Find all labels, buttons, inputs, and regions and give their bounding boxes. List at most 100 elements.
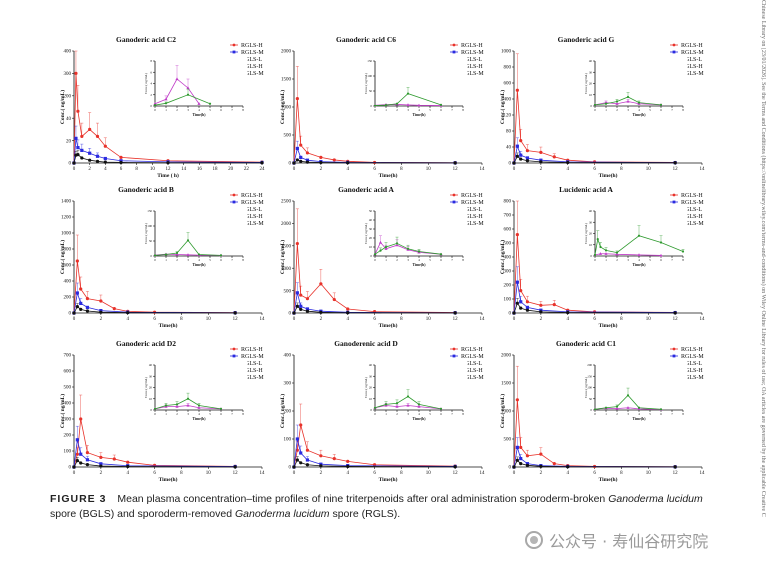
marker-rgls-l <box>79 461 83 465</box>
x-tick-label: 12 <box>453 317 459 322</box>
marker-rgls-l <box>292 465 296 469</box>
marker-rgls-h <box>452 347 456 351</box>
marker-rgls-h <box>88 127 92 131</box>
marker-bgls-m <box>373 406 377 409</box>
x-tick-label: 14 <box>700 167 706 172</box>
marker-rgls-m <box>99 462 103 466</box>
marker-rgls-l <box>305 463 310 467</box>
x-tick-label: 20 <box>228 167 234 172</box>
inset-y-label: Conc.( ng/mL) <box>364 72 368 94</box>
inset-series-line <box>374 396 442 410</box>
marker-rgls-l <box>346 464 350 469</box>
inset-x-tick-label: 1 <box>385 258 387 262</box>
x-tick-label: 8 <box>135 167 138 172</box>
marker-rgls-m <box>232 50 236 54</box>
inset-x-label: Time(h) <box>632 263 646 267</box>
marker-bgls-m <box>406 247 410 250</box>
x-tick-label: 0 <box>513 167 516 172</box>
x-tick-label: 2 <box>320 471 323 476</box>
x-tick-label: 4 <box>566 317 569 322</box>
inset-x-tick-label: 0 <box>594 108 596 112</box>
marker-rgls-m <box>79 301 83 305</box>
inset-y-tick-label: 50 <box>369 209 373 213</box>
inset-x-tick-label: 5 <box>209 108 211 112</box>
inset-x-tick-label: 1 <box>605 258 607 262</box>
y-tick-label: 2500 <box>281 200 292 205</box>
chart-panel: Ganoderic acid D2 Conc.( ng/mL) Time(h) 0 2 4… <box>59 339 265 483</box>
inset-series-line <box>594 96 662 106</box>
x-tick-label: 18 <box>213 167 219 172</box>
inset-y-tick-label: 50 <box>369 89 373 93</box>
x-tick-label: 12 <box>673 167 679 172</box>
inset-chart: Conc.( ng/mL) Time(h) 0 1 2 3 4 5 6 7 8 0 10 20 30 40 <box>364 359 467 424</box>
marker-bgls-h <box>164 97 168 101</box>
inset-series-line <box>154 398 222 410</box>
marker-rgls-m <box>85 305 90 309</box>
legend-item: RGLS-L <box>461 57 482 63</box>
marker-rgls-m <box>525 156 530 160</box>
marker-rgls-l <box>80 156 84 160</box>
watermark-text: 公众号 · 寿仙谷研究院 <box>549 532 709 551</box>
marker-rgls-m <box>299 155 303 159</box>
marker-bgls-m <box>604 249 608 252</box>
inset-x-tick-label: 4 <box>198 258 200 262</box>
chart-y-label: Conc.( ng/mL) <box>499 240 506 274</box>
marker-bgls-m <box>659 241 663 244</box>
inset-chart: Conc.( ng/mL) Time(h) 0 1 2 3 4 5 6 7 8 0 10 20 30 40 <box>584 205 687 270</box>
marker-rgls-m <box>515 445 519 449</box>
x-tick-label: 6 <box>373 317 376 322</box>
marker-bgls-m <box>599 245 602 249</box>
marker-rgls-l <box>319 160 323 165</box>
inset-background <box>365 205 467 270</box>
y-tick-label: 400 <box>504 256 512 261</box>
marker-rgls-h <box>305 151 310 155</box>
inset-y-label: Conc.( ng/mL) <box>584 376 588 398</box>
legend-item: RGLS-H <box>241 193 263 199</box>
marker-rgls-h <box>295 448 299 452</box>
marker-bgls-m <box>153 104 157 107</box>
legend-item: BGLS-M <box>241 221 264 227</box>
legend-item: BGLS-M <box>461 375 484 381</box>
x-tick-label: 14 <box>700 471 706 476</box>
marker-bgls-m <box>186 93 190 96</box>
chart-title: Ganoderic acid G <box>558 35 615 44</box>
inset-y-tick-label: 20 <box>589 82 593 86</box>
figure-caption: FIGURE 3 Mean plasma concentration–time … <box>50 492 730 522</box>
series-line <box>73 138 263 164</box>
legend-item: RGLS-M <box>241 50 264 56</box>
marker-rgls-l <box>95 159 100 163</box>
inset-y-tick-label: 10 <box>369 245 373 249</box>
inset-y-tick-label: 40 <box>369 218 373 222</box>
marker-rgls-l <box>305 309 310 313</box>
marker-rgls-l <box>79 307 83 311</box>
marker-bgls-m <box>384 104 388 107</box>
marker-rgls-m <box>525 462 530 466</box>
marker-rgls-m <box>295 146 299 151</box>
legend-item: RGLS-M <box>461 50 484 56</box>
marker-rgls-h <box>299 423 303 427</box>
marker-bgls-m <box>439 103 443 106</box>
x-tick-label: 4 <box>566 471 569 476</box>
chart-x-label: Time(h) <box>159 322 178 329</box>
y-tick-label: 300 <box>64 72 72 77</box>
marker-bgls-m <box>186 239 190 242</box>
marker-rgls-h <box>119 155 123 159</box>
marker-bgls-h <box>175 252 179 256</box>
marker-rgls-h <box>295 241 299 246</box>
marker-bgls-h <box>615 252 619 256</box>
y-tick-label: 100 <box>504 298 512 303</box>
chart-x-label: Time(h) <box>599 476 618 483</box>
inset-y-tick-label: 40 <box>149 363 153 367</box>
inset-x-tick-label: 5 <box>649 412 651 416</box>
marker-rgls-l <box>85 309 90 313</box>
inset-x-tick-label: 7 <box>671 258 673 262</box>
inset-y-tick-label: 20 <box>149 386 153 390</box>
marker-bgls-h <box>153 102 157 105</box>
marker-rgls-m <box>305 458 310 462</box>
marker-rgls-l <box>166 161 170 165</box>
marker-bgls-h <box>626 406 630 409</box>
marker-rgls-l <box>76 153 80 157</box>
legend-item: RGLS-H <box>241 43 263 49</box>
marker-rgls-m <box>99 309 103 313</box>
legend-item: RGLS-H <box>461 347 483 353</box>
